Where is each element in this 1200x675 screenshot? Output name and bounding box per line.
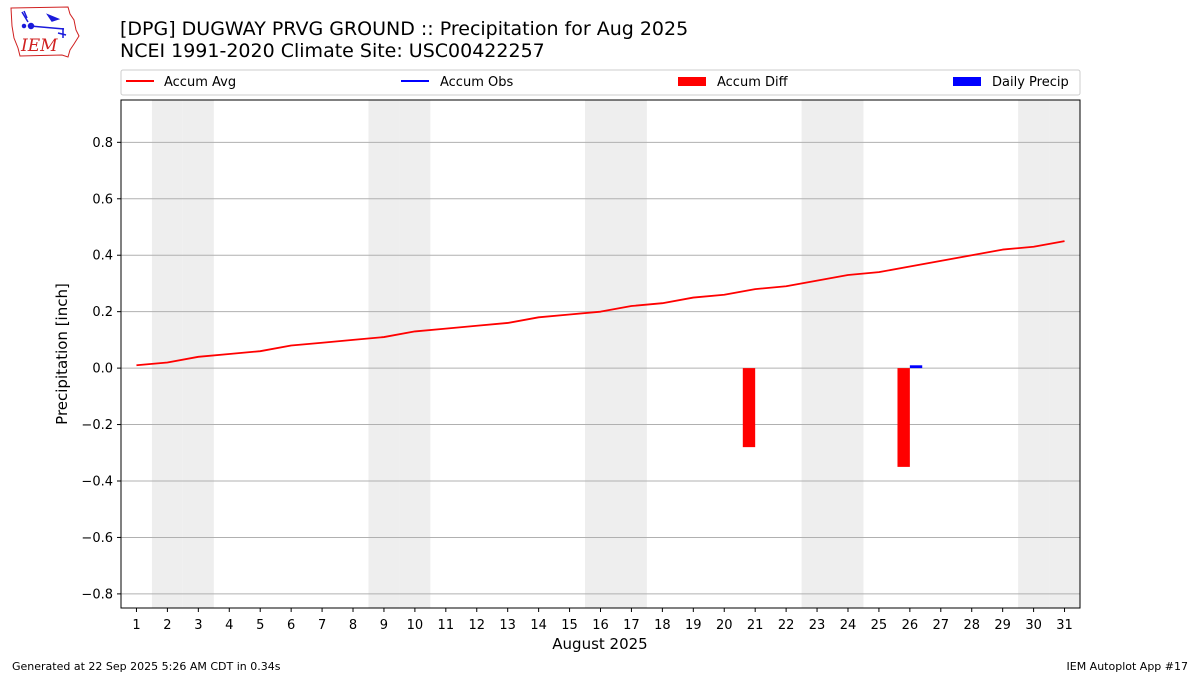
x-tick-label-21: 21 bbox=[747, 618, 764, 633]
lines bbox=[136, 240, 1065, 367]
x-tick-label-12: 12 bbox=[468, 618, 485, 633]
y-axis-label: Precipitation [inch] bbox=[53, 283, 71, 425]
weekend-band-3 bbox=[182, 100, 214, 608]
legend-label-accum-diff: Accum Diff bbox=[717, 75, 789, 90]
y-axis: −0.8 −0.6 −0.4 −0.2 0.0 0.2 0.4 0.6 0.8 bbox=[81, 136, 121, 602]
gridlines bbox=[121, 141, 1080, 595]
y-tick-label-3: −0.2 bbox=[81, 418, 113, 433]
x-tick-label-25: 25 bbox=[871, 618, 888, 633]
y-tick-label-7: 0.6 bbox=[92, 192, 113, 207]
x-tick-label-10: 10 bbox=[407, 618, 424, 633]
bar-accum-diff-21 bbox=[742, 368, 756, 448]
legend-frame bbox=[120, 69, 1081, 96]
legend-label-accum-obs: Accum Obs bbox=[440, 75, 513, 90]
logo-text: IEM bbox=[20, 36, 58, 56]
footer-generated: Generated at 22 Sep 2025 5:26 AM CDT in … bbox=[12, 660, 281, 673]
x-tick-label-18: 18 bbox=[654, 618, 671, 633]
x-tick-label-22: 22 bbox=[778, 618, 795, 633]
weekend-band-30 bbox=[1018, 100, 1050, 608]
y-tick-label-5: 0.2 bbox=[92, 305, 113, 320]
weekend-band-10 bbox=[399, 100, 431, 608]
footer-app: IEM Autoplot App #17 bbox=[1067, 660, 1189, 673]
x-tick-label-8: 8 bbox=[349, 618, 357, 633]
x-tick-label-9: 9 bbox=[380, 618, 388, 633]
x-axis: 1 2 3 4 5 6 7 8 9 10 11 12 13 14 15 16 17 18 19 20 21 22 23 24 2… bbox=[132, 608, 1073, 633]
x-tick-label-23: 23 bbox=[809, 618, 826, 633]
x-tick-label-31: 31 bbox=[1056, 618, 1073, 633]
y-tick-label-0: −0.8 bbox=[81, 587, 113, 602]
x-tick-label-16: 16 bbox=[592, 618, 609, 633]
series-line-accum-avg bbox=[136, 240, 1065, 367]
x-tick-label-24: 24 bbox=[840, 618, 857, 633]
chart-subtitle: NCEI 1991-2020 Climate Site: USC00422257 bbox=[120, 40, 545, 62]
iem-logo: IEM bbox=[10, 6, 80, 58]
weekend-band-31 bbox=[1049, 100, 1080, 608]
weekend-band-16 bbox=[585, 100, 616, 608]
y-tick-label-1: −0.6 bbox=[81, 531, 113, 546]
weekend-band-9 bbox=[368, 100, 400, 608]
x-tick-label-30: 30 bbox=[1025, 618, 1042, 633]
legend-swatch-accum-diff bbox=[678, 77, 706, 86]
weekend-band-23 bbox=[801, 100, 833, 608]
legend-swatch-daily-precip bbox=[953, 77, 981, 86]
x-tick-label-27: 27 bbox=[933, 618, 950, 633]
x-tick-label-17: 17 bbox=[623, 618, 640, 633]
bars bbox=[742, 365, 923, 467]
y-tick-label-6: 0.4 bbox=[92, 249, 113, 264]
bar-daily-precip-26 bbox=[909, 365, 923, 369]
x-tick-label-29: 29 bbox=[994, 618, 1011, 633]
x-tick-label-26: 26 bbox=[902, 618, 919, 633]
x-tick-label-28: 28 bbox=[963, 618, 980, 633]
x-tick-label-4: 4 bbox=[225, 618, 233, 633]
chart-title: [DPG] DUGWAY PRVG GROUND :: Precipitatio… bbox=[120, 18, 688, 40]
legend-label-daily-precip: Daily Precip bbox=[992, 75, 1069, 90]
weekend-shading bbox=[151, 100, 1080, 608]
x-tick-label-15: 15 bbox=[561, 618, 578, 633]
x-tick-label-11: 11 bbox=[438, 618, 455, 633]
iowa-outline-icon bbox=[10, 6, 80, 58]
y-tick-label-2: −0.4 bbox=[81, 475, 113, 490]
x-tick-label-20: 20 bbox=[716, 618, 733, 633]
x-axis-label: August 2025 bbox=[552, 635, 647, 653]
x-tick-label-3: 3 bbox=[194, 618, 202, 633]
x-tick-label-2: 2 bbox=[163, 618, 171, 633]
weather-station-icon bbox=[21, 10, 67, 38]
legend: Accum Avg Accum Obs Accum Diff Daily Pre… bbox=[120, 69, 1081, 96]
weekend-band-24 bbox=[832, 100, 864, 608]
x-tick-label-7: 7 bbox=[318, 618, 326, 633]
y-tick-label-4: 0.0 bbox=[92, 362, 113, 377]
legend-label-accum-avg: Accum Avg bbox=[164, 75, 236, 90]
x-tick-label-14: 14 bbox=[530, 618, 547, 633]
x-tick-label-19: 19 bbox=[685, 618, 702, 633]
x-tick-label-5: 5 bbox=[256, 618, 264, 633]
x-tick-label-6: 6 bbox=[287, 618, 295, 633]
weekend-band-2 bbox=[151, 100, 183, 608]
weekend-band-17 bbox=[615, 100, 647, 608]
bar-accum-diff-26 bbox=[897, 368, 910, 467]
x-tick-label-1: 1 bbox=[132, 618, 140, 633]
y-tick-label-8: 0.8 bbox=[92, 136, 113, 151]
x-tick-label-13: 13 bbox=[499, 618, 516, 633]
